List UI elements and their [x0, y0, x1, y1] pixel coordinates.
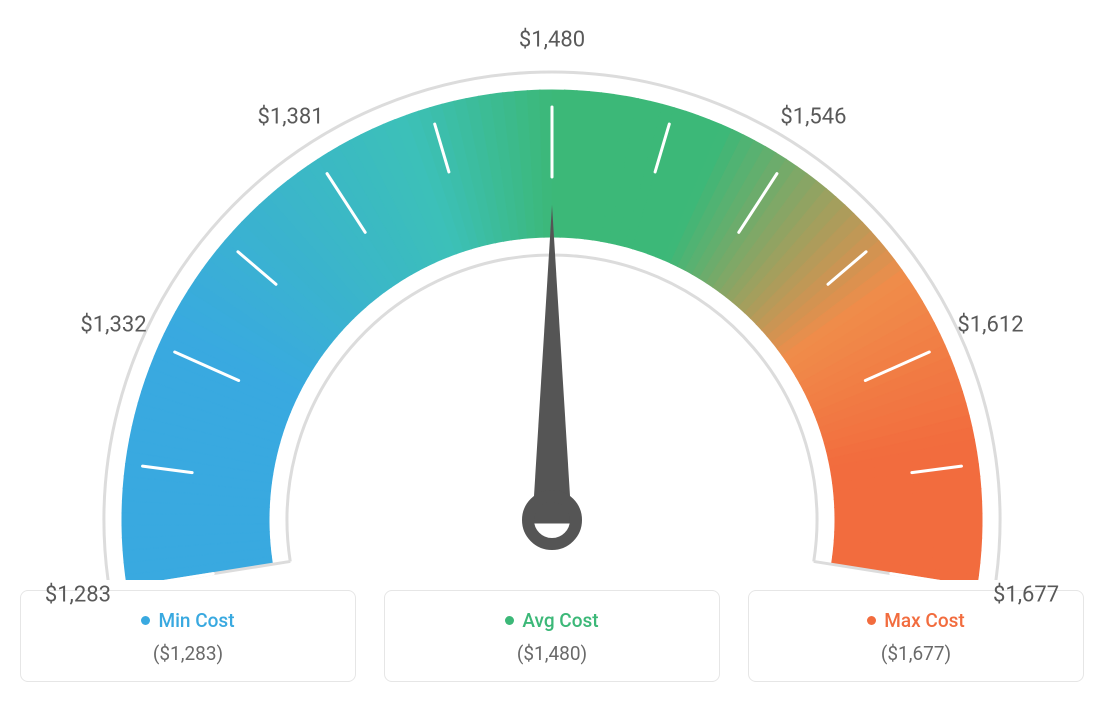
legend-value-avg: ($1,480): [405, 642, 699, 665]
gauge-chart: $1,283$1,332$1,381$1,480$1,546$1,612$1,6…: [20, 20, 1084, 580]
gauge-svg: [20, 20, 1084, 580]
legend-dot-min: [141, 616, 150, 625]
gauge-tick-label: $1,283: [45, 583, 111, 608]
legend-dot-avg: [505, 616, 514, 625]
legend-title-avg: Avg Cost: [505, 609, 598, 632]
legend-title-text-max: Max Cost: [884, 609, 964, 632]
legend-dot-max: [867, 616, 876, 625]
gauge-tick-label: $1,546: [780, 105, 846, 130]
gauge-tick-label: $1,612: [957, 312, 1023, 337]
gauge-tick-label: $1,381: [257, 105, 323, 130]
legend-value-max: ($1,677): [769, 642, 1063, 665]
legend-title-text-avg: Avg Cost: [522, 609, 598, 632]
legend-title-max: Max Cost: [867, 609, 964, 632]
gauge-tick-label: $1,677: [993, 583, 1059, 608]
legend-title-text-min: Min Cost: [158, 609, 234, 632]
legend-card-avg: Avg Cost ($1,480): [384, 590, 720, 682]
legend-value-min: ($1,283): [41, 642, 335, 665]
legend-title-min: Min Cost: [141, 609, 234, 632]
legend-row: Min Cost ($1,283) Avg Cost ($1,480) Max …: [20, 590, 1084, 682]
gauge-tick-label: $1,480: [519, 28, 585, 53]
gauge-tick-label: $1,332: [80, 312, 146, 337]
